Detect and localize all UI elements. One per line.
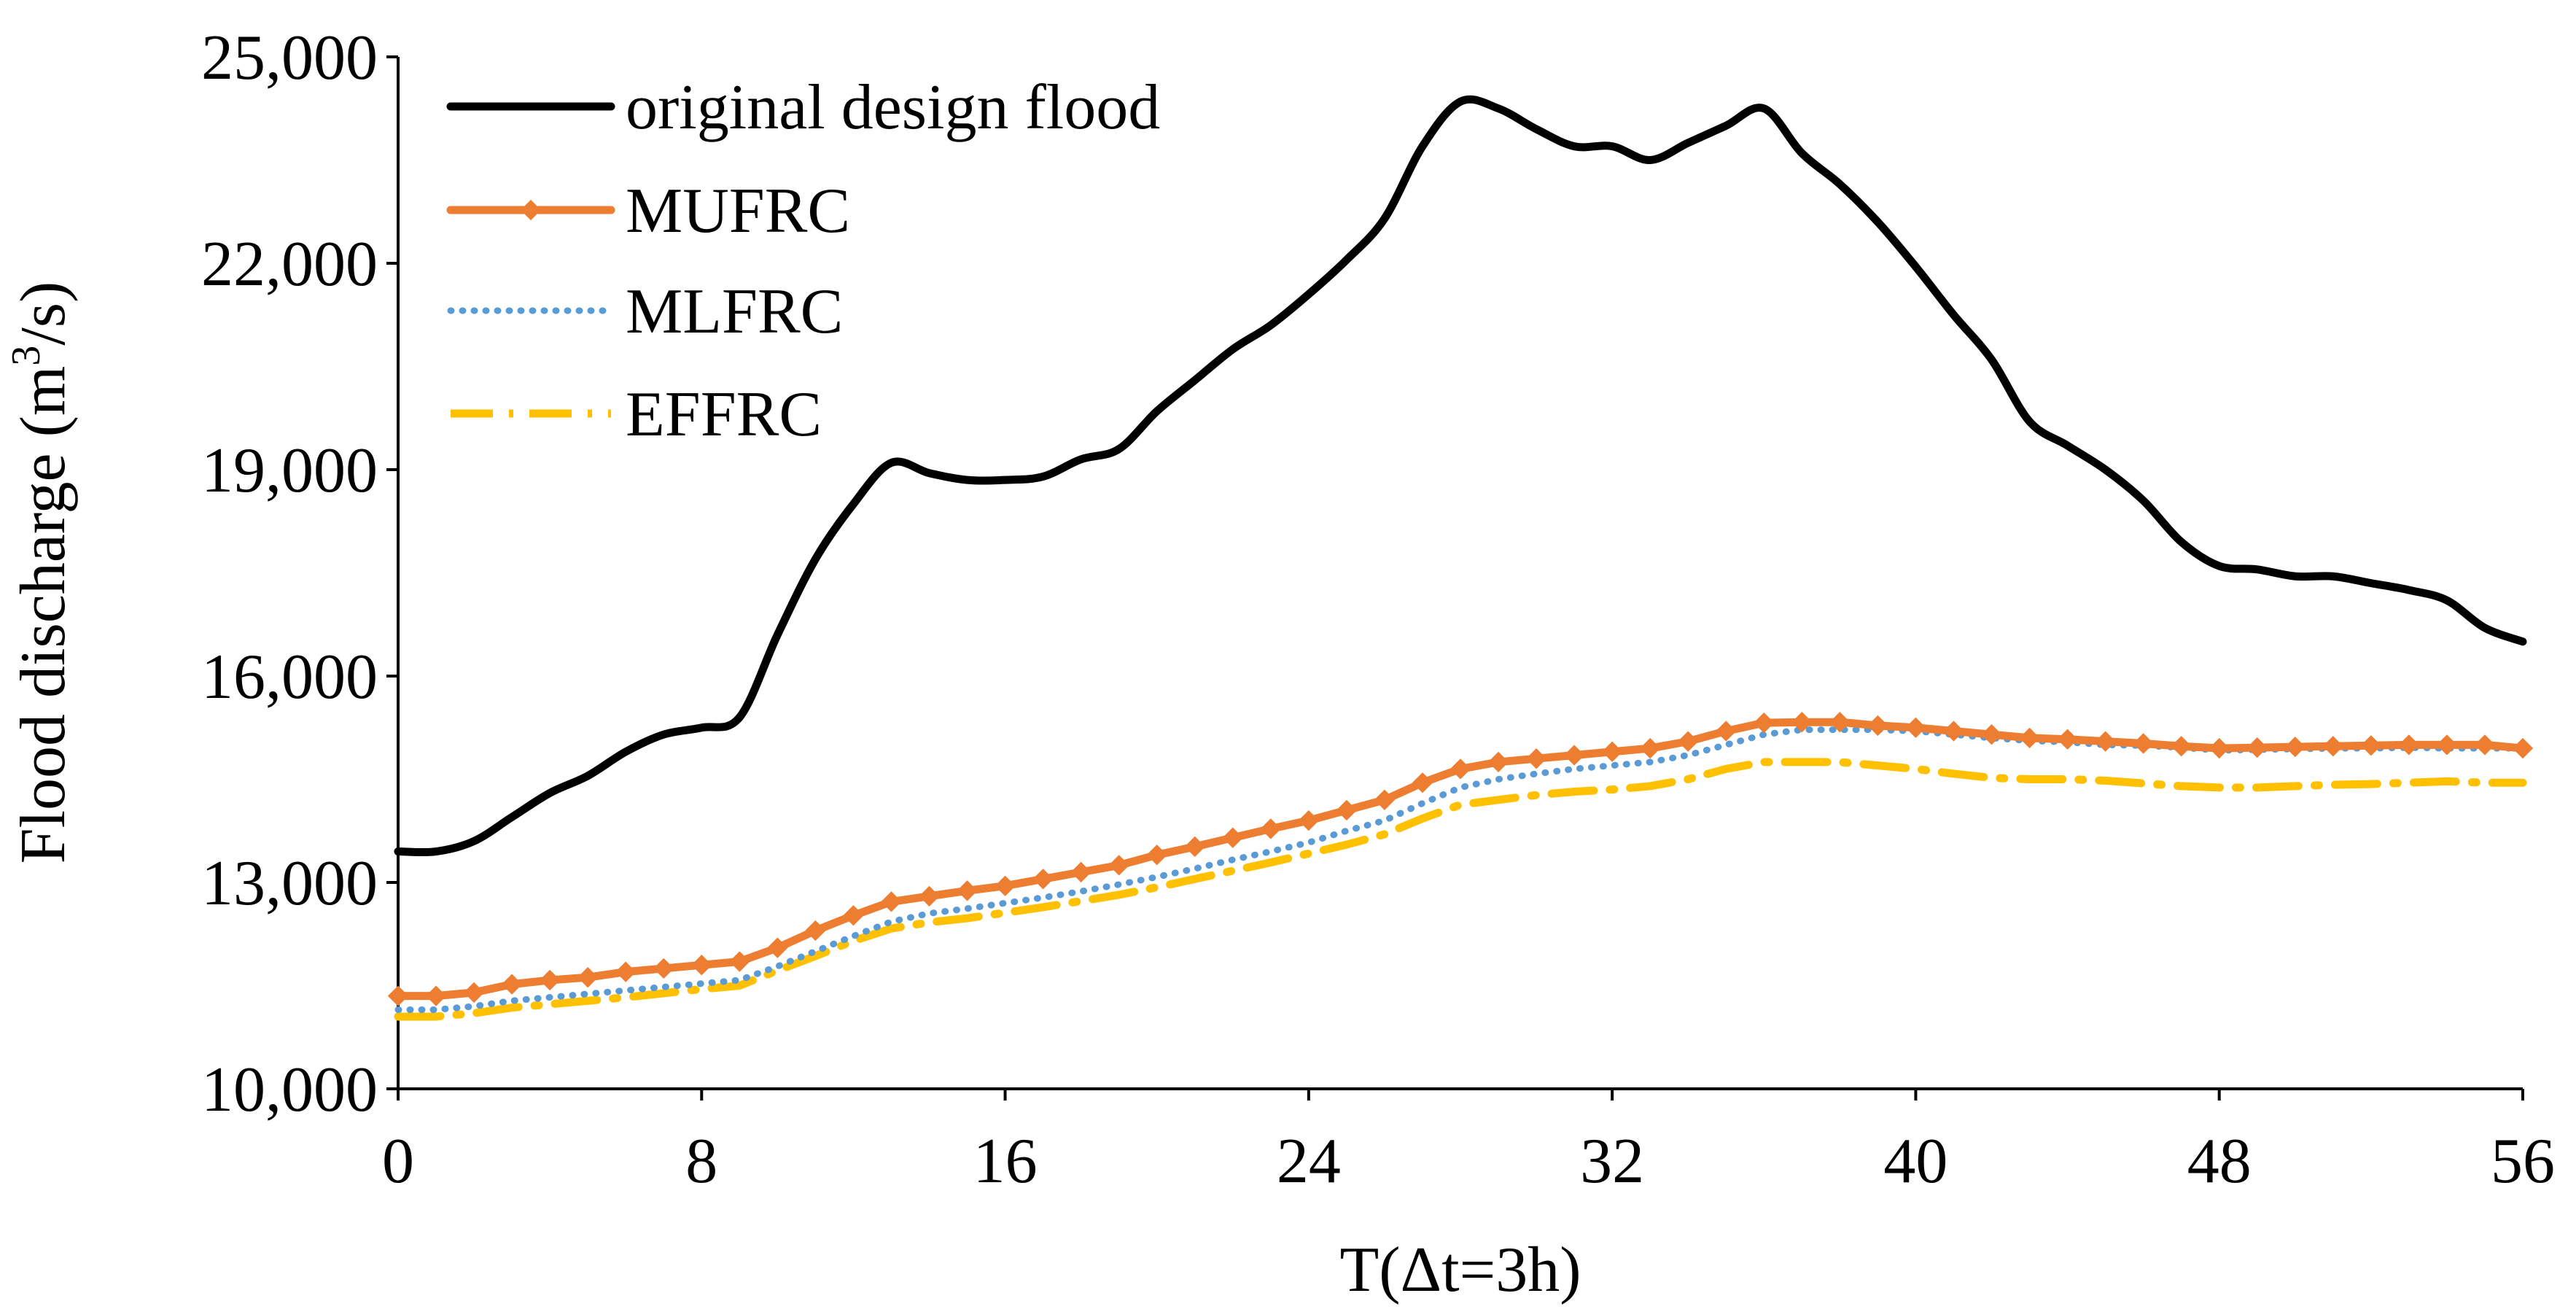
data-point-mufrc xyxy=(1640,737,1661,759)
data-point-mufrc xyxy=(1678,731,1699,752)
x-tick-label: 40 xyxy=(1883,1126,1947,1197)
x-tick-label: 0 xyxy=(382,1126,414,1197)
legend-item-mlfrc: MLFRC xyxy=(447,276,843,347)
y-tick-label: 10,000 xyxy=(201,1055,378,1125)
data-point-mufrc xyxy=(2095,731,2116,752)
data-point-mufrc xyxy=(2474,734,2496,756)
data-point-mufrc xyxy=(1716,721,1737,742)
data-point-mufrc xyxy=(919,885,940,907)
y-tick-label: 13,000 xyxy=(201,848,378,919)
data-point-mufrc xyxy=(805,920,826,942)
data-point-mufrc xyxy=(1981,724,2002,745)
data-point-mufrc xyxy=(501,974,523,995)
x-tick-label: 32 xyxy=(1580,1126,1644,1197)
data-point-mufrc xyxy=(1374,789,1396,810)
data-point-mufrc xyxy=(1905,717,1926,738)
data-point-mufrc xyxy=(995,875,1016,896)
y-axis-title: Flood discharge (m3/s) xyxy=(4,282,79,864)
data-point-mufrc xyxy=(2512,737,2534,759)
data-point-mufrc xyxy=(1563,745,1585,766)
data-point-mufrc xyxy=(1450,758,1471,780)
data-point-mufrc xyxy=(767,937,788,958)
data-point-mufrc xyxy=(2360,735,2382,756)
data-point-mufrc xyxy=(1032,869,1054,890)
data-point-mufrc xyxy=(1754,713,1775,734)
data-point-mufrc xyxy=(539,969,561,991)
legend-marker-mufrc xyxy=(520,199,542,221)
plot-area: 10,000 13,000 16,000 19,000 22,000 25,000 0 8 1… xyxy=(201,23,2555,1197)
data-point-mufrc xyxy=(2398,734,2420,756)
data-point-mufrc xyxy=(1260,818,1281,839)
x-tick-label: 56 xyxy=(2491,1126,2555,1197)
y-tick-label: 22,000 xyxy=(201,229,378,300)
series-original-design-flood xyxy=(394,95,2527,857)
legend-item-original-design-flood: original design flood xyxy=(446,72,1160,143)
legend-label-mufrc: MUFRC xyxy=(626,176,850,247)
y-axis-title-superscript: 3 xyxy=(4,346,49,366)
data-point-mufrc xyxy=(2133,733,2154,754)
data-point-mufrc xyxy=(691,955,712,976)
legend-label-mlfrc: MLFRC xyxy=(626,276,843,347)
series-line-effrc xyxy=(394,758,2527,1021)
data-point-mufrc xyxy=(1525,748,1547,769)
data-point-mufrc xyxy=(2322,736,2343,757)
data-point-mufrc xyxy=(1412,772,1433,793)
data-point-mufrc xyxy=(843,905,864,926)
data-point-mufrc xyxy=(425,985,447,1006)
data-point-mufrc xyxy=(2171,736,2192,757)
data-point-mufrc xyxy=(1108,855,1129,876)
y-axis-ticks: 10,000 13,000 16,000 19,000 22,000 25,000 xyxy=(201,23,398,1125)
series-group xyxy=(387,95,2534,1021)
x-axis-title: T(Δt=3h) xyxy=(1339,1235,1581,1305)
y-tick-label: 16,000 xyxy=(201,642,378,713)
data-point-mufrc xyxy=(729,951,750,972)
data-point-mufrc xyxy=(387,985,409,1006)
legend-label-effrc: EFFRC xyxy=(626,379,822,450)
legend: original design flood MUFRC MLFRC EFFRC xyxy=(446,72,1160,450)
data-point-mufrc xyxy=(957,880,978,901)
data-point-mufrc xyxy=(1867,715,1888,737)
series-line-original-design-flood xyxy=(394,95,2527,857)
data-point-mufrc xyxy=(2057,729,2078,750)
data-point-mufrc xyxy=(615,961,637,982)
y-tick-label: 25,000 xyxy=(201,23,378,93)
data-point-mufrc xyxy=(1943,721,1964,742)
data-point-mufrc xyxy=(1602,741,1623,762)
data-point-mufrc xyxy=(1184,836,1205,858)
data-point-mufrc xyxy=(2436,734,2458,756)
y-axis-title-suffix: /s) xyxy=(8,282,79,346)
data-point-mufrc xyxy=(1222,827,1243,848)
series-mufrc xyxy=(387,712,2534,1006)
data-point-mufrc xyxy=(1336,799,1358,821)
series-effrc xyxy=(394,758,2527,1021)
data-point-mufrc xyxy=(881,891,902,912)
x-tick-label: 48 xyxy=(2187,1126,2252,1197)
data-point-mufrc xyxy=(1298,810,1320,831)
data-point-mufrc xyxy=(653,958,674,979)
legend-label-original-design-flood: original design flood xyxy=(626,72,1160,143)
x-tick-label: 24 xyxy=(1277,1126,1341,1197)
x-axis-ticks: 0 8 16 24 32 40 48 56 xyxy=(382,1089,2555,1197)
data-point-mufrc xyxy=(1829,712,1851,733)
data-point-mufrc xyxy=(1487,751,1509,773)
legend-item-mufrc: MUFRC xyxy=(446,176,850,247)
data-point-mufrc xyxy=(463,982,485,1004)
y-axis-title-prefix: Flood discharge (m xyxy=(8,366,79,864)
y-tick-label: 19,000 xyxy=(201,435,378,506)
data-point-mufrc xyxy=(1791,712,1813,733)
x-tick-label: 8 xyxy=(685,1126,717,1197)
data-point-mufrc xyxy=(2246,737,2268,758)
data-point-mufrc xyxy=(1146,845,1167,866)
data-point-mufrc xyxy=(2019,727,2040,749)
data-point-mufrc xyxy=(577,967,599,988)
x-tick-label: 16 xyxy=(973,1126,1038,1197)
data-point-mufrc xyxy=(2209,737,2230,759)
data-point-mufrc xyxy=(2284,737,2305,758)
legend-item-effrc: EFFRC xyxy=(451,379,822,450)
data-point-mufrc xyxy=(1070,861,1092,882)
